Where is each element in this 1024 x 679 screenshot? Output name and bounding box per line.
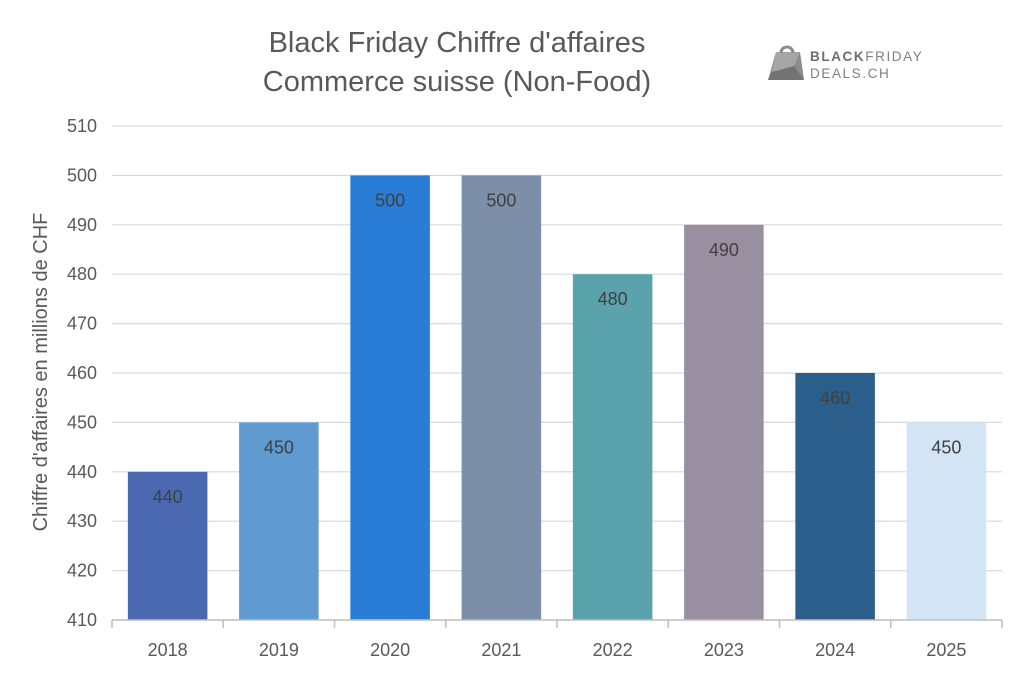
bar-2022 bbox=[572, 274, 653, 620]
data-label: 440 bbox=[153, 487, 183, 507]
x-tick-label: 2025 bbox=[926, 640, 966, 660]
y-tick-label: 450 bbox=[67, 412, 97, 432]
chart-subtitle: Commerce suisse (Non-Food) bbox=[262, 66, 652, 98]
bar-2021 bbox=[461, 175, 542, 620]
y-tick-label: 490 bbox=[67, 215, 97, 235]
logo-text-deals: DEALS.CH bbox=[810, 66, 891, 81]
y-tick-label: 420 bbox=[67, 561, 97, 581]
y-tick-label: 510 bbox=[67, 116, 97, 136]
data-label: 450 bbox=[264, 437, 294, 457]
x-tick-label: 2022 bbox=[593, 640, 633, 660]
bar-2019 bbox=[239, 422, 319, 620]
x-tick-label: 2023 bbox=[704, 640, 744, 660]
y-tick-label: 430 bbox=[67, 511, 97, 531]
logo-text-friday: FRIDAY bbox=[865, 49, 924, 64]
data-label: 460 bbox=[820, 388, 850, 408]
chart-title: Black Friday Chiffre d'affaires bbox=[268, 27, 646, 59]
y-tick-label: 470 bbox=[67, 314, 97, 334]
x-axis bbox=[111, 619, 1003, 628]
data-label: 480 bbox=[598, 289, 628, 309]
x-tick-label: 2019 bbox=[259, 640, 299, 660]
y-tick-label: 480 bbox=[67, 264, 97, 284]
y-tick-label: 410 bbox=[67, 610, 97, 630]
bar-2023 bbox=[684, 224, 764, 621]
brand-logo: BLACKFRIDAY DEALS.CH bbox=[764, 42, 934, 86]
logo-text-black: BLACK bbox=[810, 49, 866, 64]
data-label: 500 bbox=[486, 190, 516, 210]
data-labels: 440 450 500 500 480 490 460 450 bbox=[153, 190, 962, 506]
x-tick-label: 2020 bbox=[370, 640, 410, 660]
y-axis-title: Chiffre d'affaires en millions de CHF bbox=[30, 213, 52, 532]
bar-2018 bbox=[127, 471, 208, 620]
x-tick-label: 2021 bbox=[481, 640, 521, 660]
bar-2020 bbox=[350, 175, 430, 620]
x-axis-ticks: 2018 2019 2020 2021 2022 2023 2024 2025 bbox=[148, 640, 967, 660]
shopping-bag-icon bbox=[768, 45, 804, 80]
bar-2025 bbox=[906, 422, 987, 620]
y-tick-label: 460 bbox=[67, 363, 97, 383]
y-axis-ticks: 410 420 430 440 450 460 470 480 490 500 510 bbox=[67, 116, 97, 630]
chart-title-block: Black Friday Chiffre d'affaires Commerce… bbox=[150, 24, 764, 102]
bar-2024 bbox=[795, 373, 875, 620]
x-tick-label: 2018 bbox=[148, 640, 188, 660]
data-label: 490 bbox=[709, 240, 739, 260]
y-tick-label: 500 bbox=[67, 165, 97, 185]
data-label: 500 bbox=[375, 190, 405, 210]
bars bbox=[127, 175, 987, 621]
x-tick-label: 2024 bbox=[815, 640, 855, 660]
y-tick-label: 440 bbox=[67, 462, 97, 482]
data-label: 450 bbox=[931, 437, 961, 457]
